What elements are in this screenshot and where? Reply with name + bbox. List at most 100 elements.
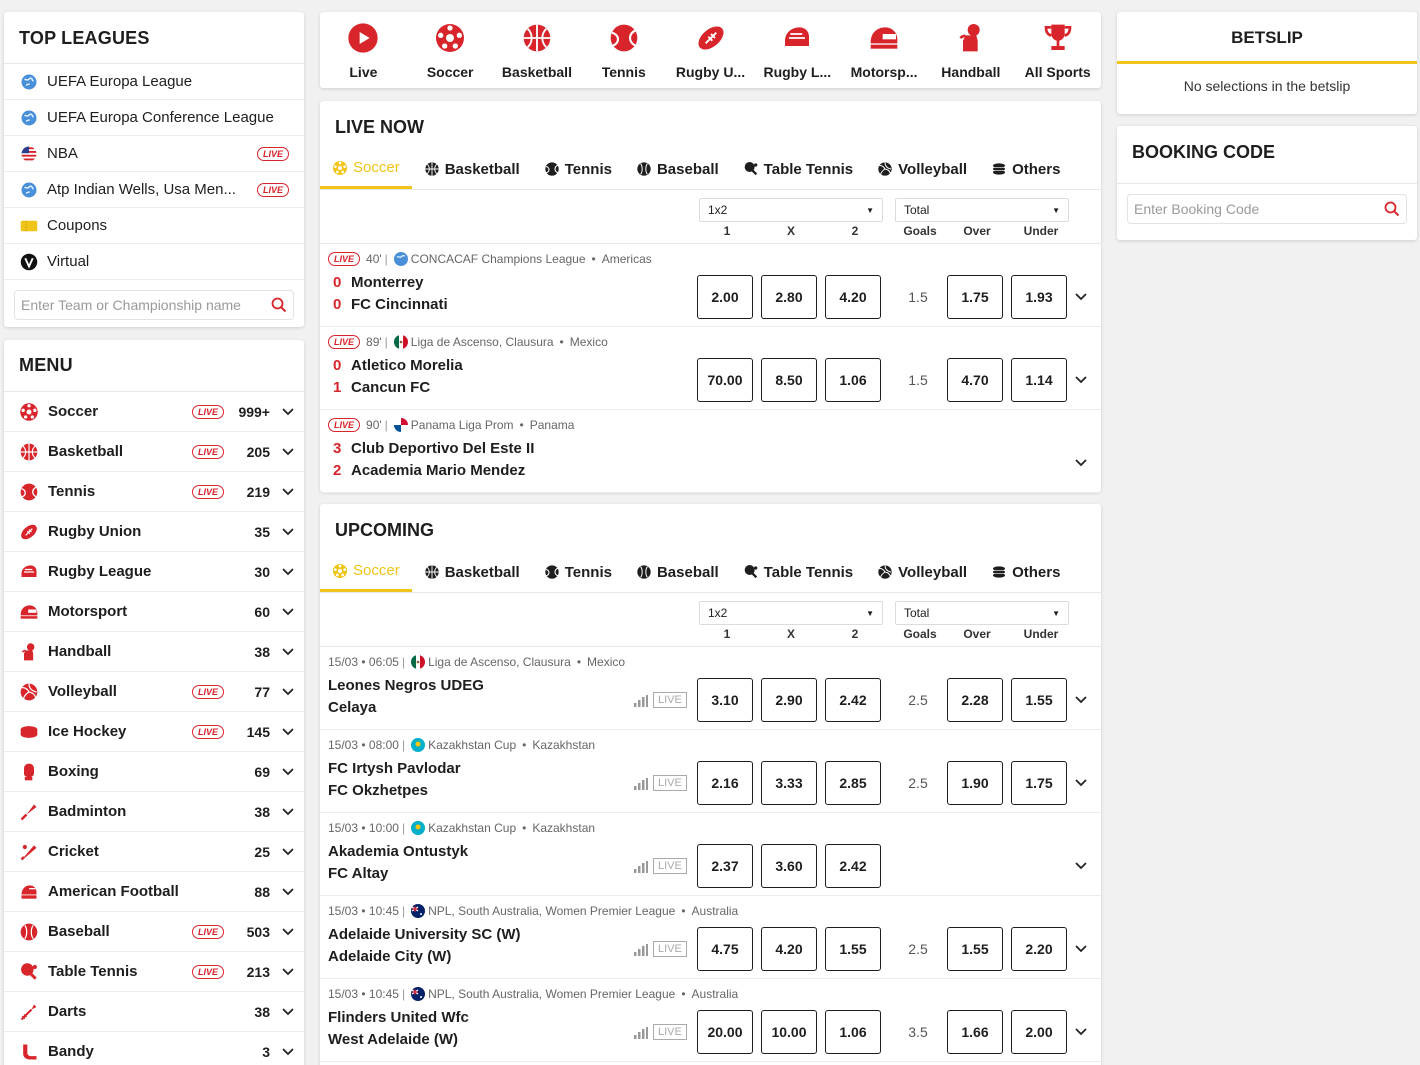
chevron-down-icon[interactable] bbox=[1075, 454, 1091, 470]
competition-name[interactable]: Kazakhstan Cup bbox=[428, 821, 517, 835]
competition-name[interactable]: Panama Liga Prom bbox=[410, 418, 514, 432]
match-row[interactable]: 15/03 • 10:00 | Kazakhstan Cup • Kazakhstan A… bbox=[320, 813, 1101, 896]
match-row[interactable]: 15/03 • 08:00 | Kazakhstan Cup • Kazakhstan F… bbox=[320, 730, 1101, 813]
competition-name[interactable]: CONCACAF Champions League bbox=[410, 252, 586, 266]
odds-button-under[interactable]: 1.14 bbox=[1011, 358, 1067, 402]
chevron-down-icon[interactable] bbox=[274, 563, 294, 580]
chevron-down-icon[interactable] bbox=[274, 843, 294, 860]
sport-tab-basketball[interactable]: Basketball bbox=[494, 12, 581, 88]
chevron-down-icon[interactable] bbox=[274, 523, 294, 540]
menu-item-darts[interactable]: Darts 38 bbox=[4, 992, 304, 1032]
stats-icon[interactable] bbox=[634, 860, 648, 873]
odds-button-over[interactable]: 4.70 bbox=[947, 358, 1003, 402]
stats-icon[interactable] bbox=[634, 943, 648, 956]
odds-button-2[interactable]: 2.42 bbox=[825, 844, 881, 888]
chevron-down-icon[interactable] bbox=[1075, 288, 1091, 304]
chevron-down-icon[interactable] bbox=[274, 603, 294, 620]
odds-button-2[interactable]: 1.06 bbox=[825, 358, 881, 402]
odds-button-under[interactable]: 1.93 bbox=[1011, 275, 1067, 319]
menu-item-table-tennis[interactable]: Table Tennis LIVE 213 bbox=[4, 952, 304, 992]
top-league-item[interactable]: Coupons bbox=[4, 208, 304, 244]
chevron-down-icon[interactable] bbox=[274, 763, 294, 780]
subtab-baseball[interactable]: Baseball bbox=[624, 552, 731, 592]
match-row[interactable]: 15/03 • 06:05 | Liga de Ascenso, Clausura •… bbox=[320, 647, 1101, 730]
sport-tab-rugby-union[interactable]: Rugby U... bbox=[667, 12, 754, 88]
team-search-input[interactable] bbox=[21, 297, 271, 313]
chevron-down-icon[interactable] bbox=[1075, 774, 1091, 790]
chevron-down-icon[interactable] bbox=[1075, 691, 1091, 707]
subtab-others[interactable]: Others bbox=[979, 149, 1072, 189]
odds-button-under[interactable]: 2.20 bbox=[1011, 927, 1067, 971]
chevron-down-icon[interactable] bbox=[274, 883, 294, 900]
match-row[interactable]: 15/03 • 10:45 | NPL, South Australia, Wome… bbox=[320, 979, 1101, 1062]
subtab-volleyball[interactable]: Volleyball bbox=[865, 552, 979, 592]
sport-tab-trophy[interactable]: All Sports bbox=[1014, 12, 1101, 88]
odds-button-x[interactable]: 3.60 bbox=[761, 844, 817, 888]
odds-button-1[interactable]: 3.10 bbox=[697, 678, 753, 722]
top-league-item[interactable]: UEFA Europa League bbox=[4, 64, 304, 100]
chevron-down-icon[interactable] bbox=[1075, 371, 1091, 387]
match-row[interactable]: LIVE 90' | Panama Liga Prom • Panama 3 Club Dep… bbox=[320, 410, 1101, 493]
subtab-others[interactable]: Others bbox=[979, 552, 1072, 592]
sport-tab-handball[interactable]: Handball bbox=[927, 12, 1014, 88]
odds-button-over[interactable]: 1.55 bbox=[947, 927, 1003, 971]
competition-name[interactable]: Liga de Ascenso, Clausura bbox=[428, 655, 571, 669]
chevron-down-icon[interactable] bbox=[274, 723, 294, 740]
chevron-down-icon[interactable] bbox=[274, 963, 294, 980]
competition-name[interactable]: NPL, South Australia, Women Premier Leag… bbox=[428, 904, 676, 918]
menu-item-rugby-league[interactable]: Rugby League 30 bbox=[4, 552, 304, 592]
odds-button-2[interactable]: 2.85 bbox=[825, 761, 881, 805]
odds-button-x[interactable]: 8.50 bbox=[761, 358, 817, 402]
sport-tab-motorsport[interactable]: Motorsp... bbox=[841, 12, 928, 88]
menu-item-volleyball[interactable]: Volleyball LIVE 77 bbox=[4, 672, 304, 712]
chevron-down-icon[interactable] bbox=[274, 483, 294, 500]
subtab-table-tennis[interactable]: Table Tennis bbox=[731, 149, 865, 189]
menu-item-ice-hockey[interactable]: Ice Hockey LIVE 145 bbox=[4, 712, 304, 752]
odds-button-1[interactable]: 70.00 bbox=[697, 358, 753, 402]
subtab-baseball[interactable]: Baseball bbox=[624, 149, 731, 189]
stats-icon[interactable] bbox=[634, 1026, 648, 1039]
market-select-total[interactable]: Total ▼ bbox=[895, 198, 1069, 222]
chevron-down-icon[interactable] bbox=[1075, 857, 1091, 873]
chevron-down-icon[interactable] bbox=[1075, 940, 1091, 956]
chevron-down-icon[interactable] bbox=[274, 643, 294, 660]
subtab-basketball[interactable]: Basketball bbox=[412, 149, 532, 189]
odds-button-1[interactable]: 20.00 bbox=[697, 1010, 753, 1054]
menu-item-motorsport[interactable]: Motorsport 60 bbox=[4, 592, 304, 632]
competition-name[interactable]: Liga de Ascenso, Clausura bbox=[410, 335, 554, 349]
sport-tab-live-play[interactable]: Live bbox=[320, 12, 407, 88]
subtab-tennis[interactable]: Tennis bbox=[532, 552, 624, 592]
odds-button-x[interactable]: 2.90 bbox=[761, 678, 817, 722]
odds-button-1[interactable]: 4.75 bbox=[697, 927, 753, 971]
search-icon[interactable] bbox=[1384, 201, 1400, 217]
top-league-item[interactable]: Virtual bbox=[4, 244, 304, 280]
subtab-table-tennis[interactable]: Table Tennis bbox=[731, 552, 865, 592]
competition-name[interactable]: Kazakhstan Cup bbox=[428, 738, 517, 752]
menu-item-boxing[interactable]: Boxing 69 bbox=[4, 752, 304, 792]
chevron-down-icon[interactable] bbox=[274, 403, 294, 420]
odds-button-over[interactable]: 1.75 bbox=[947, 275, 1003, 319]
chevron-down-icon[interactable] bbox=[274, 803, 294, 820]
odds-button-x[interactable]: 2.80 bbox=[761, 275, 817, 319]
chevron-down-icon[interactable] bbox=[274, 923, 294, 940]
odds-button-x[interactable]: 4.20 bbox=[761, 927, 817, 971]
top-league-item[interactable]: NBA LIVE bbox=[4, 136, 304, 172]
subtab-basketball[interactable]: Basketball bbox=[412, 552, 532, 592]
menu-item-baseball[interactable]: Baseball LIVE 503 bbox=[4, 912, 304, 952]
sport-tab-rugby-league[interactable]: Rugby L... bbox=[754, 12, 841, 88]
menu-item-badminton[interactable]: Badminton 38 bbox=[4, 792, 304, 832]
odds-button-1[interactable]: 2.37 bbox=[697, 844, 753, 888]
chevron-down-icon[interactable] bbox=[274, 1003, 294, 1020]
subtab-volleyball[interactable]: Volleyball bbox=[865, 149, 979, 189]
match-row[interactable]: LIVE 40' | CONCACAF Champions League • Americ… bbox=[320, 244, 1101, 327]
menu-item-rugby-union[interactable]: Rugby Union 35 bbox=[4, 512, 304, 552]
chevron-down-icon[interactable] bbox=[274, 683, 294, 700]
odds-button-under[interactable]: 1.75 bbox=[1011, 761, 1067, 805]
menu-item-tennis[interactable]: Tennis LIVE 219 bbox=[4, 472, 304, 512]
market-select-1x2[interactable]: 1x2 ▼ bbox=[699, 198, 883, 222]
market-select-total[interactable]: Total ▼ bbox=[895, 601, 1069, 625]
chevron-down-icon[interactable] bbox=[274, 443, 294, 460]
odds-button-over[interactable]: 1.90 bbox=[947, 761, 1003, 805]
odds-button-x[interactable]: 3.33 bbox=[761, 761, 817, 805]
top-league-item[interactable]: UEFA Europa Conference League bbox=[4, 100, 304, 136]
